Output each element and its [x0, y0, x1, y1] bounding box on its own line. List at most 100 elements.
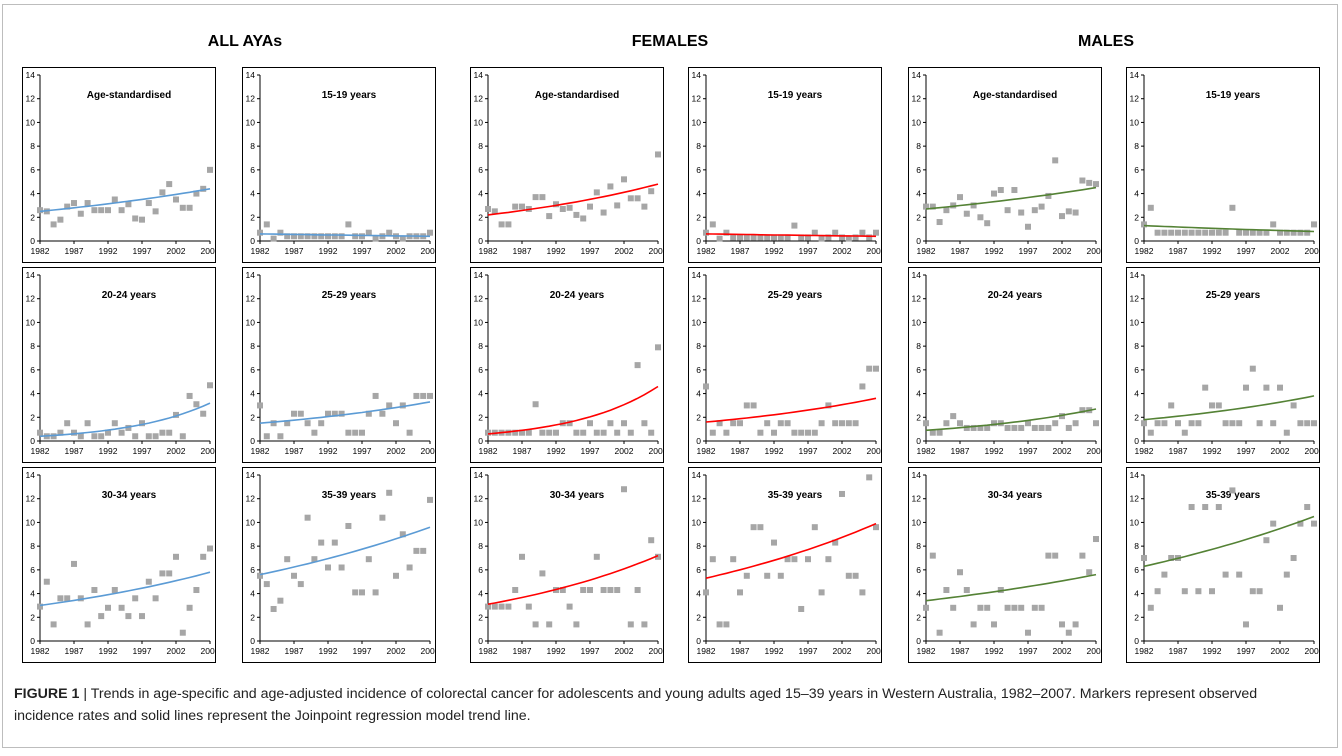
data-point [1031, 207, 1038, 214]
y-tick-label: 6 [478, 165, 483, 175]
trend-line [1143, 515, 1315, 568]
y-tick-label: 14 [1130, 270, 1140, 280]
data-point [393, 572, 399, 579]
x-tick-label: 1987 [1169, 446, 1188, 456]
x-tick-label: 1992 [99, 246, 118, 256]
data-point [825, 556, 832, 563]
data-point [559, 587, 566, 594]
y-tick-label: 12 [912, 294, 922, 304]
data-point [532, 194, 539, 201]
x-tick-label: 1982 [917, 446, 936, 456]
x-tick-label: 1992 [765, 246, 784, 256]
data-point [593, 189, 600, 196]
data-point [1256, 420, 1263, 427]
data-point [71, 429, 77, 436]
data-point [159, 189, 166, 196]
data-point [532, 621, 539, 628]
caption-separator: | [79, 686, 91, 702]
data-point [553, 429, 559, 436]
x-tick-label: 1987 [951, 246, 970, 256]
x-tick-label: 1982 [917, 246, 936, 256]
y-tick-label: 10 [26, 117, 36, 127]
y-tick-label: 6 [1134, 565, 1139, 575]
y-tick-label: 2 [30, 612, 35, 622]
data-point [743, 402, 750, 409]
data-point [152, 208, 159, 215]
x-tick-label: 1992 [547, 446, 566, 456]
data-point [593, 553, 600, 560]
y-tick-label: 0 [30, 636, 35, 646]
x-tick-label: 2002 [167, 646, 186, 656]
data-point [359, 589, 365, 596]
x-tick-label: 1987 [513, 646, 532, 656]
panel-border [470, 67, 664, 263]
data-point [1215, 229, 1222, 236]
y-tick-label: 10 [26, 517, 36, 527]
data-point [546, 213, 553, 220]
data-point [257, 402, 263, 409]
x-tick-label: 1982 [251, 446, 270, 456]
y-tick-label: 2 [916, 612, 921, 622]
data-point [1229, 204, 1236, 211]
y-tick-label: 0 [250, 436, 255, 446]
data-point [1011, 604, 1018, 611]
group-title-all-ayas: ALL AYAs [207, 33, 283, 50]
data-point [379, 514, 386, 521]
data-point [132, 433, 139, 440]
figure-frame [2, 4, 1338, 748]
y-tick-label: 10 [246, 317, 256, 327]
y-tick-label: 2 [250, 412, 255, 422]
data-point [297, 410, 304, 417]
y-tick-label: 0 [1134, 436, 1139, 446]
data-point [963, 587, 970, 594]
data-point [943, 587, 950, 594]
data-point [539, 194, 546, 201]
x-tick-label: 1997 [133, 446, 152, 456]
data-point [791, 429, 798, 436]
data-point [111, 587, 118, 594]
y-tick-label: 8 [916, 141, 921, 151]
data-point [627, 195, 634, 202]
data-point [1297, 520, 1304, 527]
data-point [318, 233, 325, 240]
panel-title: 35-39 years [768, 490, 823, 501]
data-point [284, 556, 291, 563]
panel-title: 30-34 years [550, 490, 605, 501]
data-point [179, 433, 186, 440]
data-point [627, 621, 634, 628]
data-point [311, 556, 318, 563]
data-point [750, 402, 757, 409]
x-tick-label: 1992 [547, 646, 566, 656]
data-point [105, 207, 111, 214]
x-tick-label: 1982 [1135, 246, 1154, 256]
data-point [98, 613, 105, 620]
x-tick-label: 1982 [479, 446, 498, 456]
data-point [386, 489, 393, 496]
x-tick-label: 1992 [1203, 646, 1222, 656]
data-point [145, 578, 152, 585]
y-tick-label: 4 [696, 589, 701, 599]
chart-all-ayas-30-34-years: 0 2 4 6 8 10 12 14 1982 1987 1992 1997 2002 2007 30-34… [22, 467, 216, 663]
y-tick-label: 10 [1130, 117, 1140, 127]
data-point [200, 185, 207, 192]
data-point [607, 587, 614, 594]
x-tick-label: 2002 [387, 246, 406, 256]
y-tick-label: 8 [1134, 541, 1139, 551]
data-point [152, 433, 159, 440]
panel-border [1126, 467, 1320, 663]
data-point [832, 539, 839, 546]
data-point [338, 233, 345, 240]
data-point [43, 578, 50, 585]
data-point [1311, 520, 1317, 527]
data-point [125, 613, 132, 620]
x-tick-label: 1982 [697, 446, 716, 456]
data-point [716, 621, 723, 628]
panel-title: 20-24 years [550, 290, 605, 301]
data-point [491, 208, 498, 215]
y-tick-label: 10 [912, 317, 922, 327]
x-tick-label: 1997 [799, 446, 818, 456]
y-tick-label: 0 [250, 636, 255, 646]
group-title-males: MALES [1078, 33, 1134, 50]
chart-females-35-39-years: 0 2 4 6 8 10 12 14 1982 1987 1992 1997 2002 2007 35-39… [688, 467, 882, 663]
data-point [50, 221, 57, 228]
